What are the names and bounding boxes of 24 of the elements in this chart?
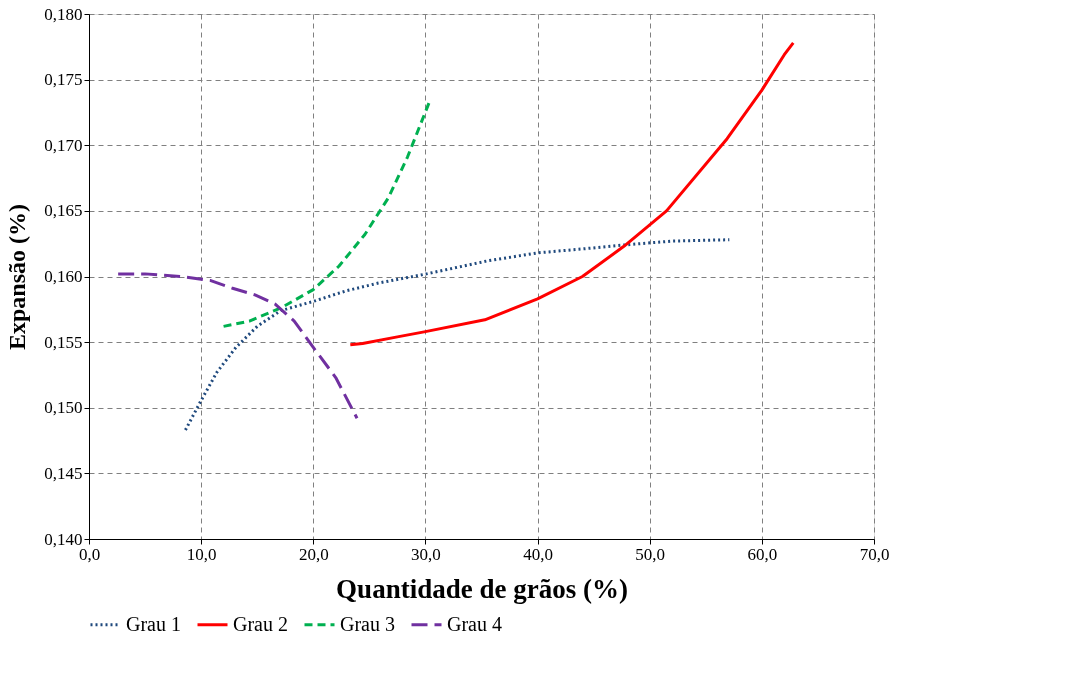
x-tick-label: 40,0 [523,544,553,564]
y-tick-label: 0,150 [44,398,83,418]
x-axis-title: Quantidade de grãos (%) [336,573,628,604]
y-tick-label: 0,160 [44,267,83,286]
x-tick-label: 10,0 [186,544,217,564]
x-tick-label: 60,0 [747,544,778,564]
y-tick-label: 0,170 [44,135,83,155]
y-tick-label: 0,155 [44,332,83,352]
y-tick-label: 0,175 [44,70,83,90]
legend-label: Grau 1 [126,612,181,635]
y-tick-label: 0,145 [44,463,83,483]
line-series [116,272,359,420]
line-series [348,41,795,347]
y-axis-title: Expansão (%) [4,203,31,351]
x-tick-label: 50,0 [635,544,666,564]
legend-label: Grau 4 [447,612,502,635]
legend-label: Grau 3 [340,612,395,635]
y-tick-label: 0,180 [44,4,83,24]
x-tick-label: 20,0 [298,544,329,564]
line-series [183,238,731,432]
x-tick-label: 70,0 [859,544,890,564]
y-tick-label: 0,165 [44,201,83,221]
x-tick-label: 30,0 [411,544,441,564]
legend-label: Grau 2 [233,612,288,635]
